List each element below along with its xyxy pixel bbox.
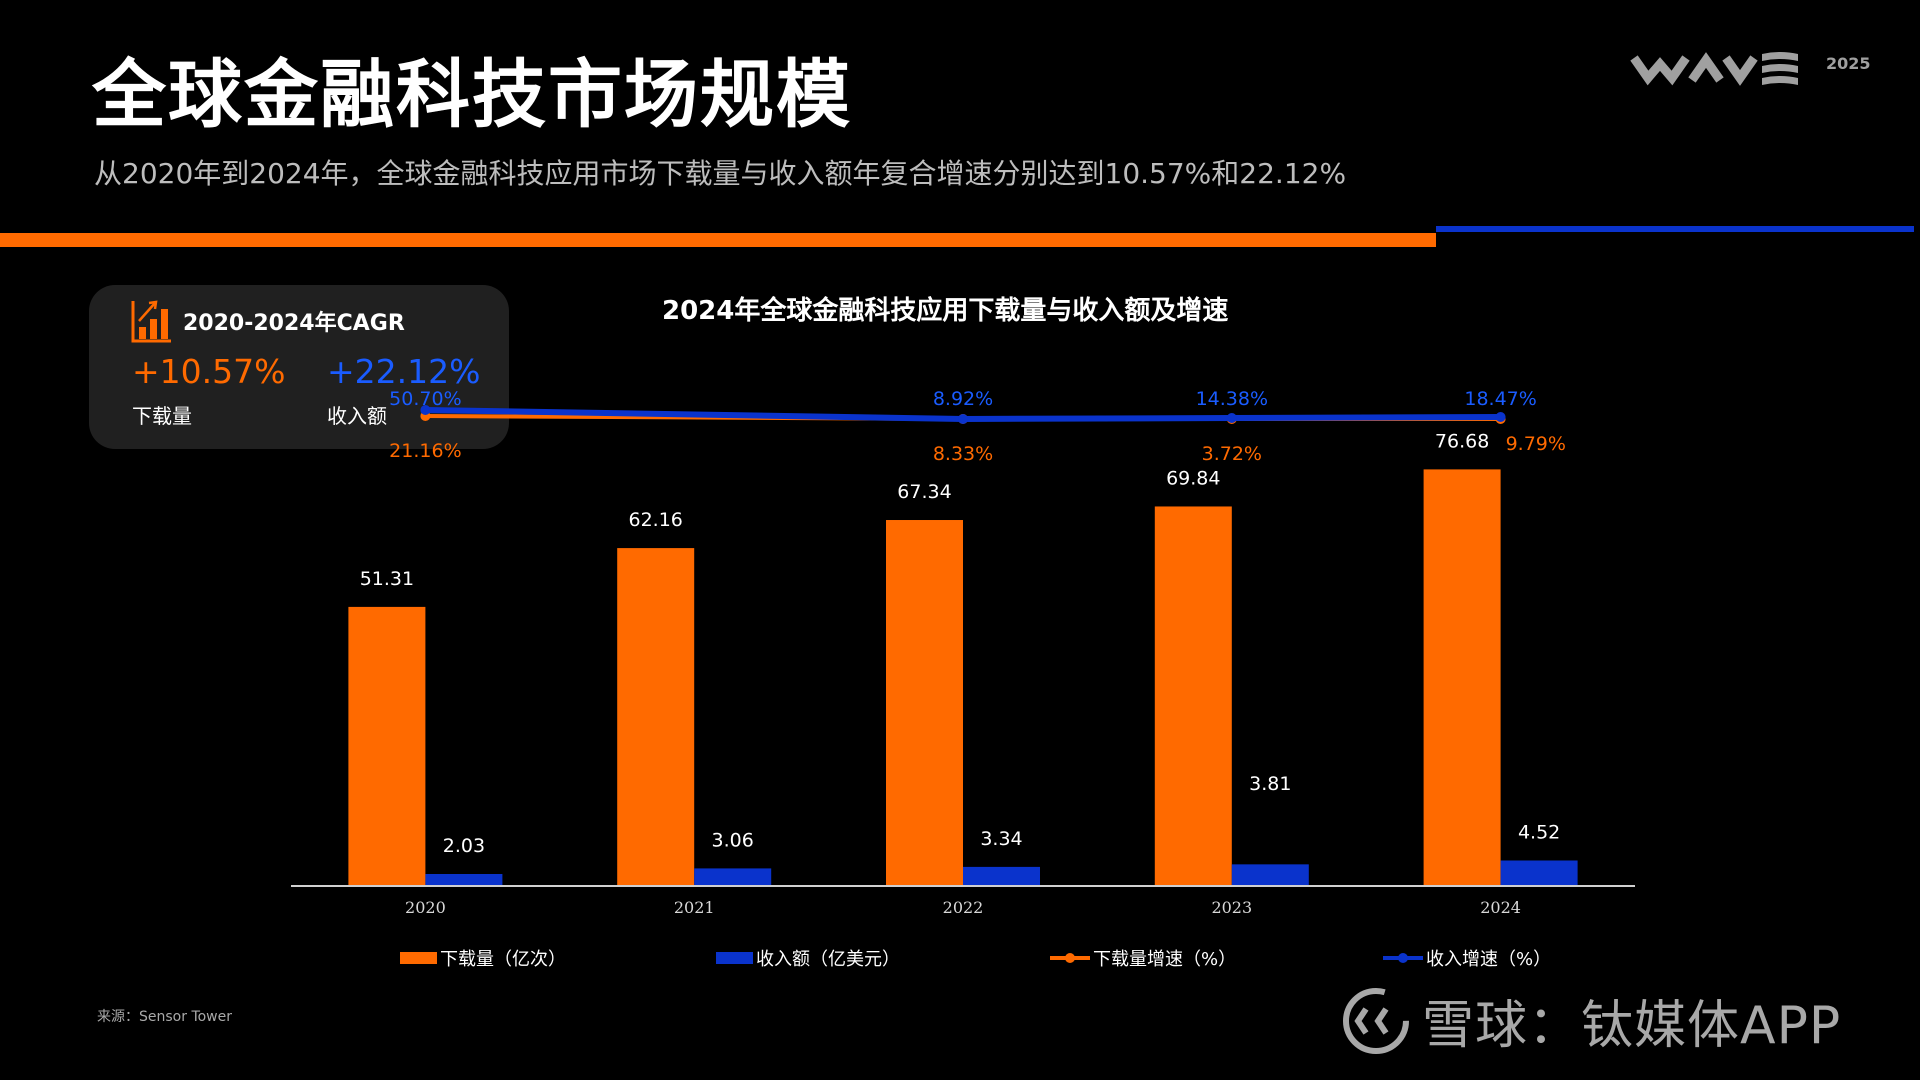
header-divider-orange <box>0 233 1436 247</box>
legend-label-3: 收入增速（%） <box>1426 949 1551 970</box>
legend-label-0: 下载量（亿次） <box>440 949 566 970</box>
legend-label-1: 收入额（亿美元） <box>756 949 900 970</box>
legend-swatch-0 <box>400 952 437 964</box>
wave-logo-icon <box>1630 52 1798 86</box>
cagr-card: 2020-2024年CAGR +10.57% 下载量 +22.12% 收入额 <box>89 285 509 449</box>
tick-label-2023: 2023 <box>1211 898 1252 917</box>
label-downloads-2020: 51.31 <box>360 568 414 590</box>
tick-label-2021: 2021 <box>674 898 715 917</box>
line-revenue-growth <box>425 407 1501 423</box>
label-revenue-growth-2020: 50.70% <box>389 388 461 410</box>
cagr-downloads-value: +10.57% <box>132 352 286 391</box>
cagr-revenue-label: 收入额 <box>327 404 387 428</box>
page-subtitle: 从2020年到2024年，全球金融科技应用市场下载量与收入额年复合增速分别达到1… <box>94 157 1347 190</box>
cagr-revenue-value: +22.12% <box>327 352 481 391</box>
cagr-downloads: +10.57% 下载量 <box>132 355 285 429</box>
label-revenue-2022: 3.34 <box>980 828 1022 850</box>
label-downloads-growth-2022: 8.33% <box>933 443 993 465</box>
label-revenue-2024: 4.52 <box>1518 822 1560 844</box>
label-revenue-2020: 2.03 <box>443 835 485 857</box>
bar-revenue-2023 <box>1231 864 1309 885</box>
tick-label-2024: 2024 <box>1480 898 1521 917</box>
bar-revenue-2021 <box>694 868 772 885</box>
source-note: 来源：Sensor Tower <box>97 1009 232 1025</box>
label-downloads-2022: 67.34 <box>897 481 951 503</box>
cagr-revenue: +22.12% 收入额 <box>327 355 480 429</box>
bar-revenue-2024 <box>1500 860 1578 885</box>
xueqiu-logo-icon <box>1343 987 1409 1054</box>
label-downloads-growth-2024: 9.79% <box>1506 433 1566 455</box>
tick-label-2022: 2022 <box>943 898 984 917</box>
label-revenue-2023: 3.81 <box>1249 773 1291 795</box>
legend-label-2: 下载量增速（%） <box>1093 949 1236 970</box>
label-revenue-growth-2022: 8.92% <box>933 388 993 410</box>
page-title: 全球金融科技市场规模 <box>92 52 852 138</box>
legend-marker-3 <box>1398 953 1408 963</box>
bar-downloads-2024 <box>1423 469 1501 885</box>
legend-swatch-1 <box>716 952 753 964</box>
point-revenue-growth-2023 <box>1226 413 1237 423</box>
label-downloads-growth-2023: 3.72% <box>1202 443 1262 465</box>
header-divider-blue <box>1436 226 1914 232</box>
bar-downloads-2023 <box>1154 506 1232 885</box>
tick-label-2020: 2020 <box>405 898 446 917</box>
cagr-downloads-label: 下载量 <box>132 404 192 428</box>
label-revenue-growth-2023: 14.38% <box>1196 388 1268 410</box>
label-downloads-2023: 69.84 <box>1166 467 1220 489</box>
label-downloads-growth-2020: 21.16% <box>389 440 461 462</box>
chart-title: 2024年全球金融科技应用下载量与收入额及增速 <box>662 296 1229 326</box>
label-downloads-2021: 62.16 <box>628 509 682 531</box>
bar-downloads-2022 <box>886 520 963 885</box>
point-revenue-growth-2020 <box>420 405 431 415</box>
logo-year: 2025 <box>1826 54 1871 73</box>
bar-revenue-2020 <box>425 873 503 885</box>
legend-marker-2 <box>1065 953 1075 963</box>
bar-downloads-2021 <box>617 548 695 885</box>
watermark-text: 雪球：钛媒体APP <box>1422 996 1842 1056</box>
point-revenue-growth-2022 <box>958 414 968 424</box>
label-revenue-growth-2024: 18.47% <box>1464 388 1536 410</box>
bar-revenue-2022 <box>963 866 1040 885</box>
xueqiu-watermark: 雪球：钛媒体APP <box>1340 983 1841 1058</box>
point-revenue-growth-2024 <box>1495 412 1506 422</box>
cagr-title: 2020-2024年CAGR <box>183 311 405 336</box>
wave-logo: 2025 <box>1630 50 1871 90</box>
bar-downloads-2020 <box>348 606 426 885</box>
bar-chart-growth-icon <box>131 300 171 343</box>
label-revenue-2021: 3.06 <box>712 829 754 851</box>
label-downloads-2024: 76.68 <box>1435 430 1489 452</box>
